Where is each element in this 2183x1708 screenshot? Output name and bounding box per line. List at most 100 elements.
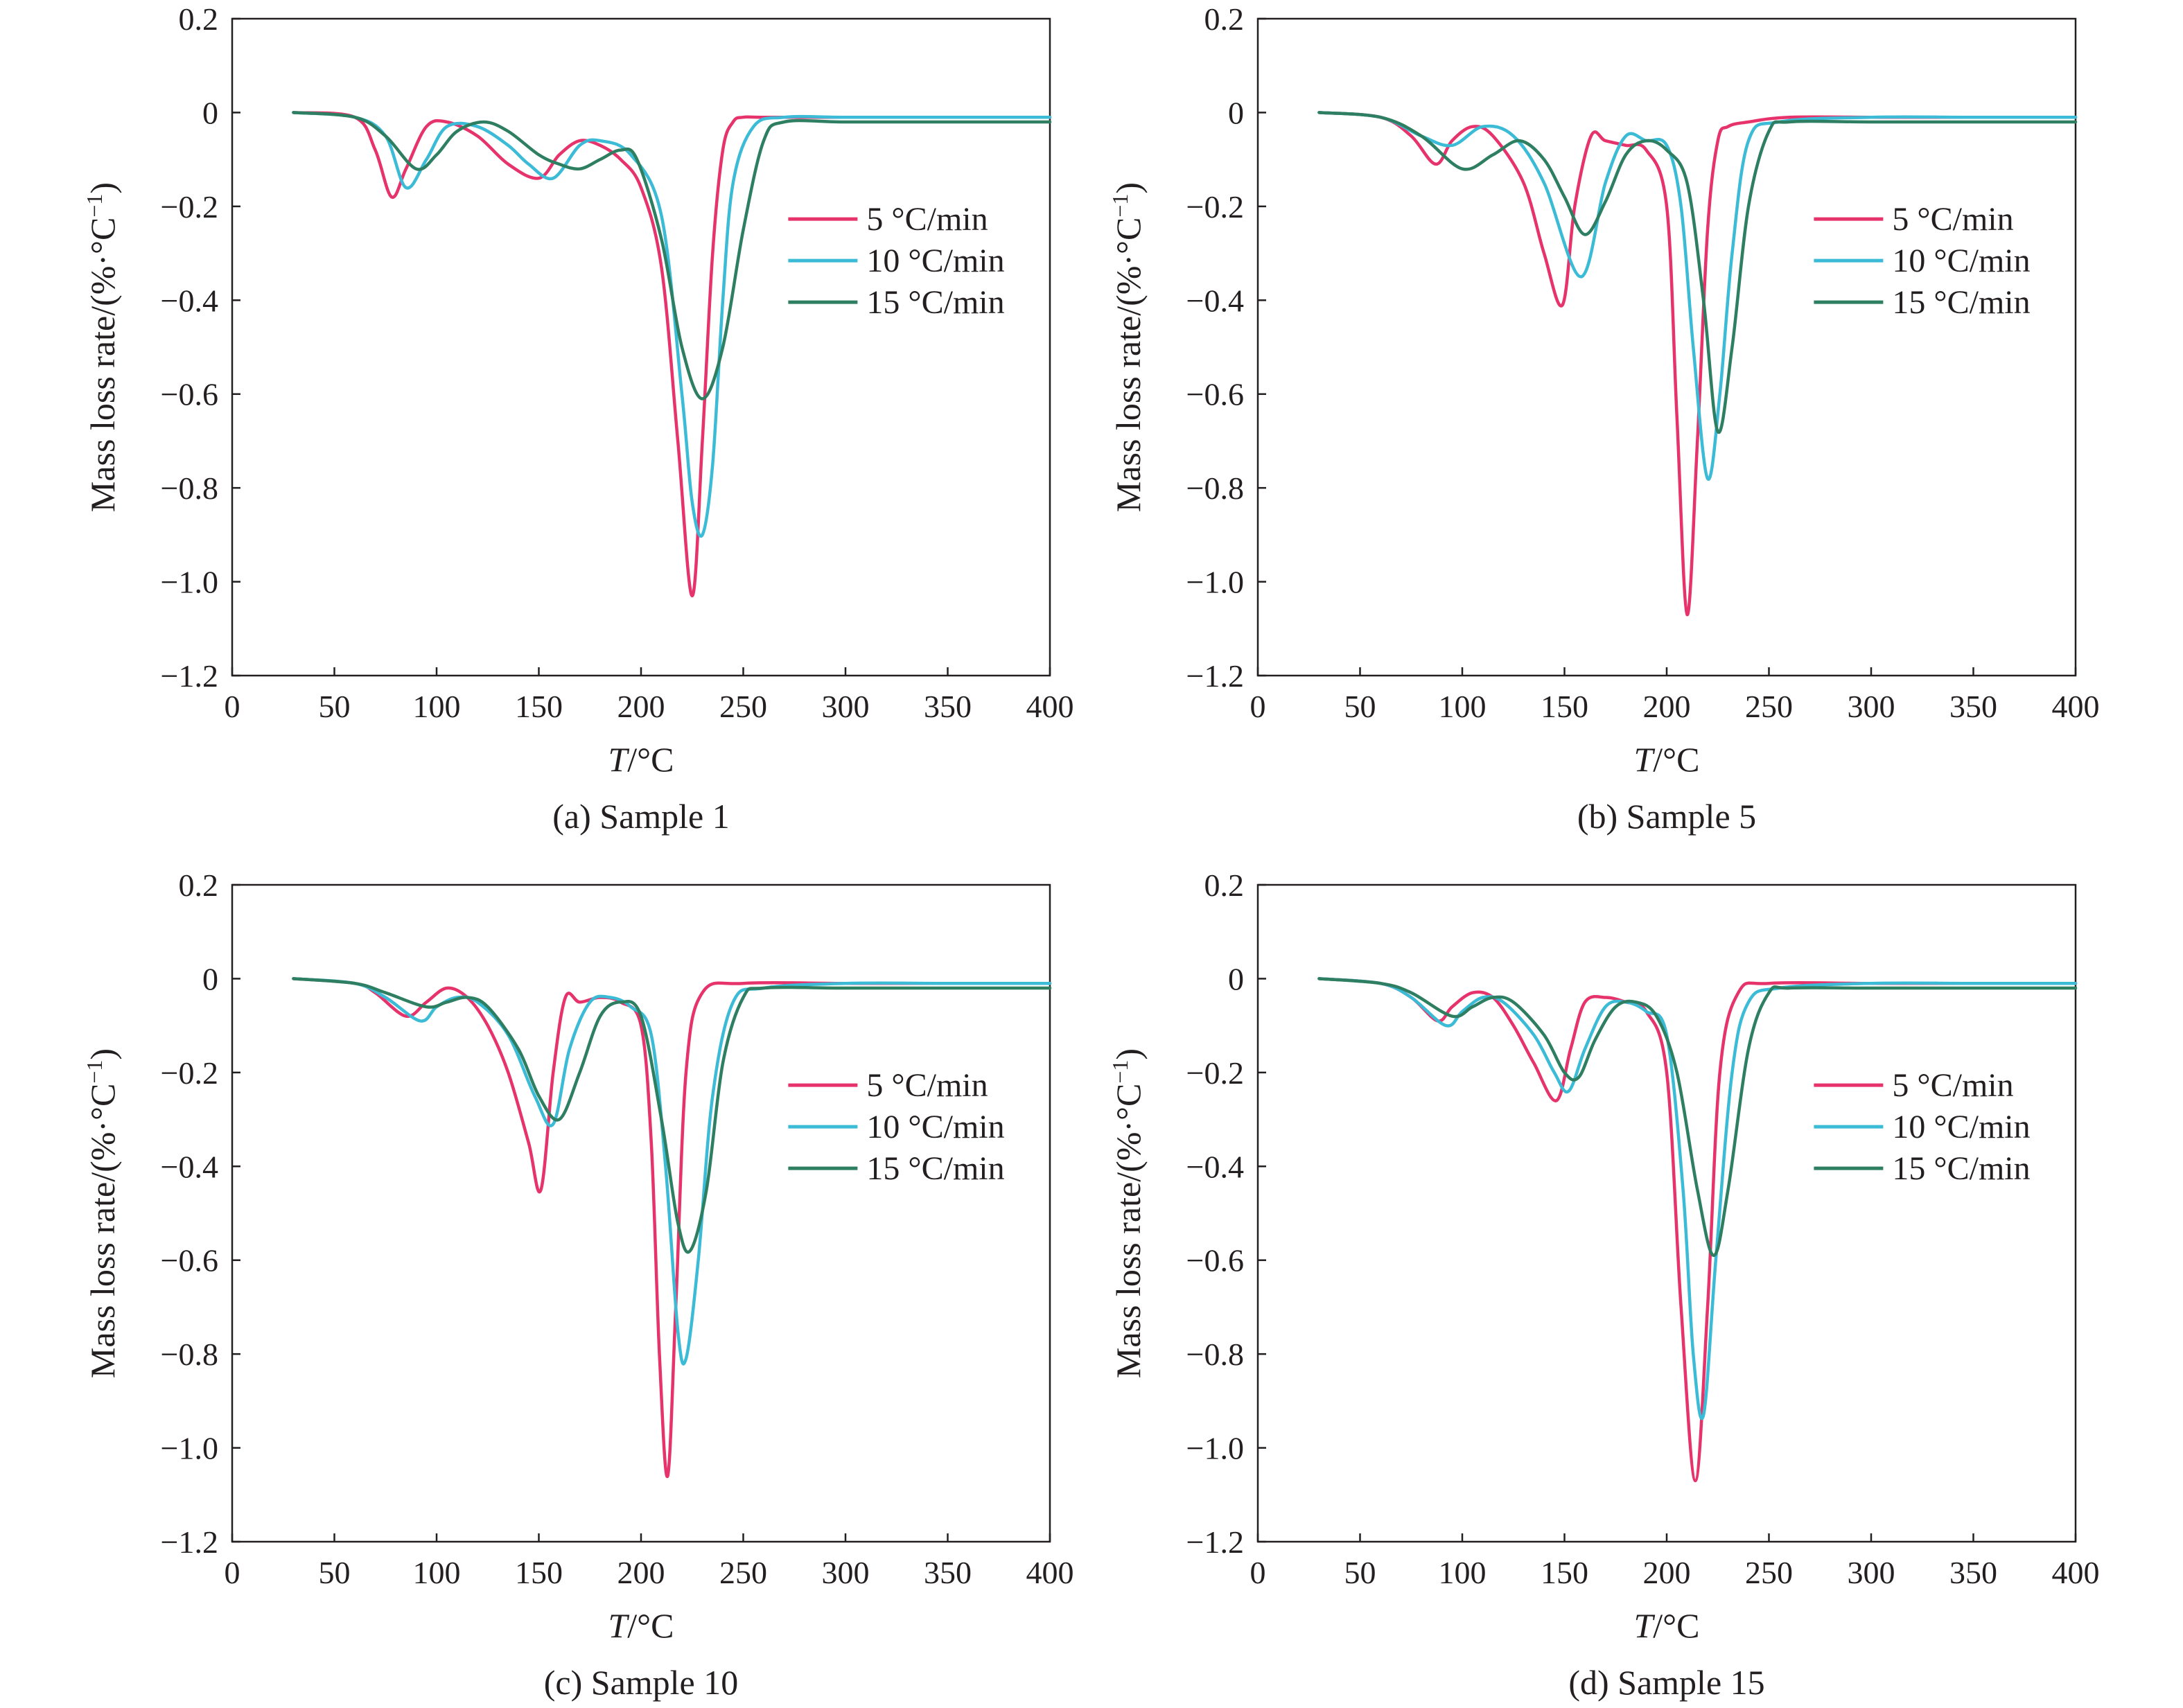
- legend-label-1: 5 °C/min: [1892, 201, 2013, 238]
- y-tick-label: 0: [1228, 961, 1244, 996]
- y-tick-label: −1.0: [161, 1431, 218, 1466]
- y-tick-label: −0.8: [161, 1337, 218, 1372]
- y-tick-label: −1.2: [161, 1524, 218, 1560]
- chart-panel-4: 0 50 100 150 200 250 300 350 400 0.2 0 −0.2 −0.4 −0.6…: [1107, 868, 2100, 1702]
- x-tick-label: 100: [413, 1555, 461, 1590]
- y-axis-label-main: Mass loss rate/(%·°C: [83, 1084, 122, 1379]
- y-tick-label: −1.2: [161, 658, 218, 694]
- y-axis-label: Mass loss rate/(%·°C−1): [82, 1048, 122, 1378]
- y-tick-label: −0.6: [1186, 1243, 1244, 1278]
- y-axis-label-close: ): [1109, 1048, 1148, 1060]
- x-tick-label: 400: [2052, 689, 2100, 724]
- x-tick-label: 350: [924, 1555, 972, 1590]
- y-axis-label-main: Mass loss rate/(%·°C: [83, 218, 122, 513]
- legend-label-2: 10 °C/min: [866, 243, 1004, 279]
- panel-caption: (a) Sample 1: [552, 797, 729, 836]
- y-tick-label: 0.2: [1204, 868, 1245, 903]
- x-tick-label: 300: [822, 689, 870, 724]
- x-axis-label: T/°C: [1633, 740, 1699, 779]
- y-tick-label: −1.0: [1186, 1431, 1244, 1466]
- x-axis-label-symbol: T: [608, 1606, 629, 1645]
- x-tick-label: 200: [1643, 689, 1691, 724]
- y-tick-label: 0: [202, 95, 218, 130]
- legend-label-1: 5 °C/min: [1892, 1067, 2013, 1104]
- x-axis-label-unit: /°C: [627, 1606, 674, 1645]
- chart-panel-1: 0 50 100 150 200 250 300 350 400 0.2 0 −0.2 −0.4 −0.6…: [82, 1, 1074, 836]
- y-axis-label-close: ): [83, 182, 122, 194]
- y-axis-label-superscript: −1: [1107, 194, 1132, 218]
- x-tick-label: 100: [1439, 689, 1487, 724]
- y-axis-label-close: ): [83, 1048, 122, 1060]
- legend-label-3: 15 °C/min: [866, 1150, 1004, 1187]
- y-axis-label-superscript: −1: [1107, 1060, 1132, 1084]
- y-tick-label: −0.2: [1186, 1055, 1244, 1091]
- x-tick-label: 150: [1541, 1555, 1588, 1590]
- x-tick-label: 150: [515, 1555, 563, 1590]
- x-tick-label: 250: [1745, 1555, 1793, 1590]
- x-tick-label: 350: [924, 689, 972, 724]
- legend-label-3: 15 °C/min: [1892, 1150, 2030, 1187]
- panel-caption: (c) Sample 10: [544, 1663, 738, 1702]
- x-tick-label: 300: [822, 1555, 870, 1590]
- x-axis-label-symbol: T: [1633, 740, 1655, 779]
- x-tick-label: 300: [1848, 689, 1895, 724]
- y-tick-label: −1.0: [161, 565, 218, 600]
- x-tick-label: 150: [515, 689, 563, 724]
- x-tick-label: 200: [1643, 1555, 1691, 1590]
- y-tick-label: 0.2: [1204, 1, 1245, 37]
- x-axis-label-symbol: T: [608, 740, 629, 779]
- x-axis-label: T/°C: [608, 1606, 674, 1645]
- y-axis-label: Mass loss rate/(%·°C−1): [1107, 1048, 1148, 1378]
- series-line-3: [292, 977, 1052, 1254]
- y-tick-label: 0: [202, 961, 218, 996]
- x-tick-label: 50: [319, 1555, 351, 1590]
- x-tick-label: 400: [1026, 1555, 1074, 1590]
- y-tick-label: −0.6: [161, 377, 218, 412]
- legend-label-2: 10 °C/min: [866, 1109, 1004, 1145]
- x-tick-label: 100: [413, 689, 461, 724]
- series-line-3: [1317, 111, 2078, 434]
- x-tick-label: 250: [719, 1555, 767, 1590]
- y-tick-label: −0.2: [161, 189, 218, 224]
- x-tick-label: 400: [1026, 689, 1074, 724]
- series-line-1: [1317, 111, 2078, 617]
- chart-panel-2: 0 50 100 150 200 250 300 350 400 0.2 0 −0.2 −0.4 −0.6…: [1107, 1, 2100, 836]
- x-axis-label-unit: /°C: [1653, 740, 1699, 779]
- x-tick-label: 0: [225, 689, 240, 724]
- x-tick-label: 0: [225, 1555, 240, 1590]
- y-tick-label: 0: [1228, 95, 1244, 130]
- x-tick-label: 0: [1250, 689, 1266, 724]
- x-tick-label: 150: [1541, 689, 1588, 724]
- x-tick-label: 200: [617, 1555, 665, 1590]
- y-axis-label-superscript: −1: [82, 194, 107, 218]
- legend-label-2: 10 °C/min: [1892, 243, 2030, 279]
- x-tick-label: 350: [1949, 1555, 1997, 1590]
- series-line-2: [1317, 977, 2078, 1420]
- x-tick-label: 50: [1344, 689, 1376, 724]
- y-tick-label: −0.8: [161, 470, 218, 506]
- panel-caption: (b) Sample 5: [1577, 797, 1756, 836]
- legend-label-3: 15 °C/min: [1892, 284, 2030, 321]
- legend-label-3: 15 °C/min: [866, 284, 1004, 321]
- x-tick-label: 300: [1848, 1555, 1895, 1590]
- y-axis-label: Mass loss rate/(%·°C−1): [1107, 182, 1148, 512]
- y-tick-label: −1.2: [1186, 658, 1244, 694]
- x-tick-label: 200: [617, 689, 665, 724]
- x-axis-label-symbol: T: [1633, 1606, 1655, 1645]
- y-tick-label: −0.8: [1186, 470, 1244, 506]
- x-axis-label-unit: /°C: [627, 740, 674, 779]
- x-tick-label: 0: [1250, 1555, 1266, 1590]
- x-tick-label: 250: [719, 689, 767, 724]
- series-line-3: [1317, 977, 2078, 1258]
- x-axis-label: T/°C: [1633, 1606, 1699, 1645]
- x-tick-label: 400: [2052, 1555, 2100, 1590]
- series-line-2: [292, 977, 1052, 1366]
- x-tick-label: 350: [1949, 689, 1997, 724]
- y-axis-label-close: ): [1109, 182, 1148, 194]
- y-tick-label: −0.6: [161, 1243, 218, 1278]
- legend-label-1: 5 °C/min: [866, 1067, 988, 1104]
- y-axis-label-main: Mass loss rate/(%·°C: [1109, 1084, 1148, 1379]
- legend-label-2: 10 °C/min: [1892, 1109, 2030, 1145]
